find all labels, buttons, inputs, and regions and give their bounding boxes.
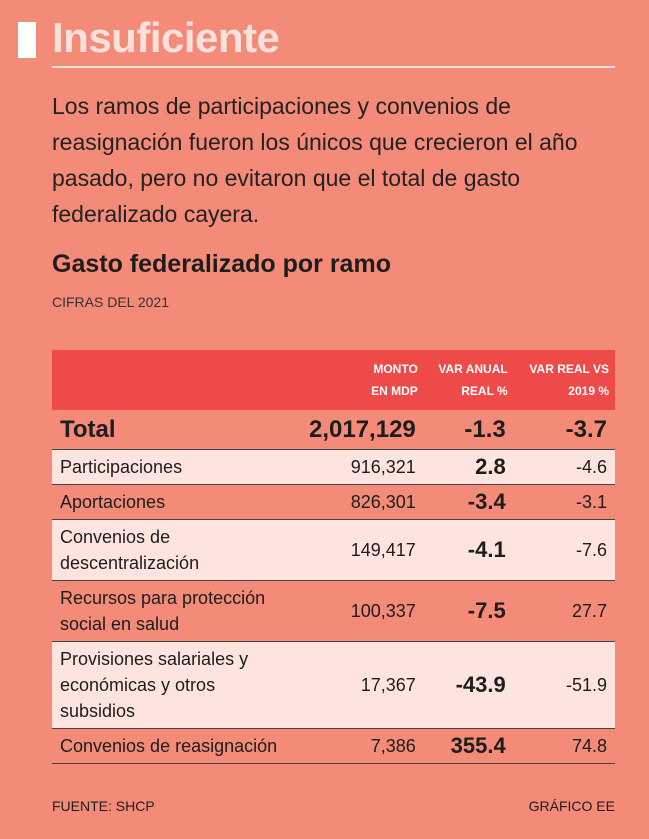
table-cell: Aportaciones: [52, 484, 288, 520]
title-bar: [18, 22, 36, 58]
table-cell: Convenios de descentralización: [52, 519, 288, 581]
table-cell: 17,367: [288, 641, 424, 729]
table-row: Provisiones salariales y económicas y ot…: [52, 641, 615, 729]
column-header: VAR ANUAL REAL %: [423, 350, 514, 410]
table: MONTO EN MDP VAR ANUAL REAL % VAR REAL VS 201…: [52, 350, 615, 764]
column-header-line: VAR ANUAL: [438, 362, 508, 376]
table-cell: -1.3: [423, 410, 514, 450]
table-cell: 74.8: [513, 728, 615, 764]
column-header-line: VAR REAL VS: [529, 362, 609, 376]
table-title: Gasto federalizado por ramo: [52, 250, 391, 278]
table-row: Total 2,017,129 -1.3 -3.7: [52, 410, 615, 450]
column-header: MONTO EN MDP: [288, 350, 424, 410]
rule: [52, 66, 615, 68]
table-cell: -4.1: [423, 519, 514, 581]
table-cell: 826,301: [288, 484, 424, 520]
table-cell: 100,337: [288, 580, 424, 642]
column-header-line: REAL %: [461, 384, 508, 398]
column-header: [52, 350, 288, 410]
table-cell: -43.9: [423, 641, 514, 729]
credit: GRÁFICO EE: [528, 798, 615, 814]
table-subtitle: CIFRAS DEL 2021: [52, 294, 169, 310]
table-cell: Recursos para protección social en salud: [52, 580, 288, 642]
table-row: Recursos para protección social en salud…: [52, 580, 615, 642]
table-row: Convenios de descentralización 149,417 -4.…: [52, 519, 615, 581]
table-cell: 2.8: [423, 449, 514, 485]
table-row: Convenios de reasignación 7,386 355.4 74.8: [52, 728, 615, 764]
table-cell: -51.9: [513, 641, 615, 729]
table-cell: 355.4: [423, 728, 514, 764]
column-header: VAR REAL VS 2019 %: [513, 350, 615, 410]
column-header-line: MONTO: [373, 362, 418, 376]
table-cell: -7.5: [423, 580, 514, 642]
table-cell: 916,321: [288, 449, 424, 485]
title: Insuficiente: [52, 14, 280, 61]
table-cell: -3.1: [513, 484, 615, 520]
table-cell: 149,417: [288, 519, 424, 581]
table-cell: -3.4: [423, 484, 514, 520]
table-cell: -3.7: [513, 410, 615, 450]
column-header-line: EN MDP: [371, 384, 418, 398]
table-cell: 2,017,129: [288, 410, 424, 450]
table-cell: Total: [52, 410, 288, 450]
source: FUENTE: SHCP: [52, 798, 155, 814]
table-cell: -7.6: [513, 519, 615, 581]
column-header-line: 2019 %: [568, 384, 609, 398]
table-cell: -4.6: [513, 449, 615, 485]
subtitle: Los ramos de participaciones y convenios…: [52, 93, 578, 227]
table-row: Aportaciones 826,301 -3.4 -3.1: [52, 484, 615, 520]
table-cell: 27.7: [513, 580, 615, 642]
table-cell: Convenios de reasignación: [52, 728, 288, 764]
table-cell: Participaciones: [52, 449, 288, 485]
table-row: Participaciones 916,321 2.8 -4.6: [52, 449, 615, 485]
table-cell: 7,386: [288, 728, 424, 764]
table-cell: Provisiones salariales y económicas y ot…: [52, 641, 288, 729]
